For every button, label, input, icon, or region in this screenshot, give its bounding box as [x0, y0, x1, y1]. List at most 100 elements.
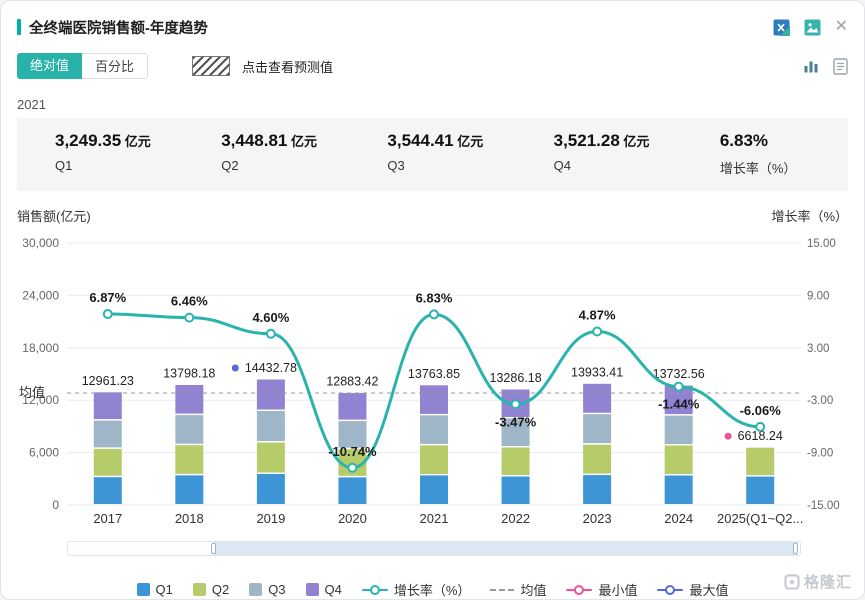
trend-chart-svg[interactable]: 0 -15.00 6,000 -9.00 12,000 -3.00 18,000 3.00 24… [17, 229, 848, 531]
bar-segment-q3[interactable] [256, 411, 285, 441]
growth-point[interactable] [510, 399, 521, 410]
stat-item: 3,448.81 亿元 Q2 [183, 131, 349, 177]
bar-segment-q3[interactable] [420, 415, 448, 444]
bar-segment-q1[interactable] [175, 475, 204, 504]
x-axis-label[interactable]: 2025(Q1~Q2... [717, 511, 803, 526]
x-axis-label[interactable]: 2017 [93, 511, 122, 526]
legend-swatch-q2 [192, 583, 206, 596]
bar-segment-q3[interactable] [583, 414, 612, 444]
period-label: 2021 [17, 97, 46, 112]
stat-item: 3,544.41 亿元 Q3 [349, 131, 515, 177]
bar-segment-q1[interactable] [93, 477, 122, 504]
zoom-handle-right[interactable] [793, 543, 798, 554]
export-image-icon[interactable] [804, 19, 821, 36]
x-axis-label[interactable]: 2019 [256, 511, 285, 526]
bar-segment-q2[interactable] [501, 447, 530, 476]
bar-segment-q1[interactable] [338, 477, 367, 504]
growth-point[interactable] [429, 309, 439, 320]
legend-item-growth-rate[interactable]: 增长率（%） [361, 580, 470, 599]
legend-item-q4[interactable]: Q4 [305, 582, 342, 597]
right-axis-tick: 3.00 [807, 343, 829, 355]
bar-segment-q1[interactable] [746, 476, 775, 504]
trend-chart[interactable]: 0 -15.00 6,000 -9.00 12,000 -3.00 18,000 3.00 24… [17, 229, 848, 531]
left-axis-tick: 0 [52, 498, 59, 512]
bar-segment-q4[interactable] [420, 385, 448, 414]
bar-total-label: 12961.23 [82, 374, 134, 388]
bar-segment-q1[interactable] [583, 475, 612, 504]
growth-label: 6.83% [416, 290, 453, 305]
bar-segment-q2[interactable] [420, 445, 448, 474]
bar-segment-q2[interactable] [93, 448, 122, 476]
x-axis-label[interactable]: 2023 [583, 511, 612, 526]
bar-segment-q3[interactable] [664, 415, 693, 445]
bar-segment-q3[interactable] [93, 420, 122, 448]
legend-item-min[interactable]: 最小值 [566, 580, 637, 599]
column-chart-icon[interactable] [803, 58, 819, 74]
growth-point[interactable] [347, 462, 358, 473]
growth-point[interactable] [265, 328, 276, 339]
growth-point[interactable] [755, 421, 766, 432]
zoom-selection[interactable] [214, 542, 797, 555]
legend-item-mean[interactable]: 均值 [490, 580, 546, 599]
growth-label: -6.06% [740, 403, 782, 418]
bar-total-label: 13798.18 [163, 367, 215, 381]
legend-item-max[interactable]: 最大值 [657, 580, 728, 599]
left-axis-tick: 6,000 [29, 446, 59, 460]
bar-segment-q3[interactable] [338, 421, 367, 448]
report-doc-icon[interactable] [833, 57, 848, 75]
header-icons: ✕ [773, 19, 848, 36]
close-icon[interactable]: ✕ [834, 18, 848, 35]
bar-segment-q3[interactable] [175, 415, 204, 444]
bar-segment-q2[interactable] [583, 444, 612, 474]
bar-total-label: 13732.56 [653, 367, 705, 381]
legend-item-q1[interactable]: Q1 [136, 582, 173, 597]
x-axis-label[interactable]: 2024 [664, 511, 693, 526]
right-axis-tick: -15.00 [807, 500, 840, 512]
stat-value: 3,544.41 [387, 131, 454, 150]
left-axis-tick: 18,000 [22, 341, 59, 355]
legend-swatch-q1 [136, 583, 150, 596]
export-excel-icon[interactable] [773, 19, 790, 36]
x-axis-label[interactable]: 2018 [175, 511, 204, 526]
toolbar: 绝对值 百分比 点击查看预测值 [17, 53, 848, 79]
bar-segment-q1[interactable] [256, 474, 285, 504]
stat-label: Q1 [55, 158, 73, 173]
legend-swatch-q3 [249, 583, 263, 596]
bar-segment-q4[interactable] [583, 383, 612, 413]
legend-label-q2: Q2 [211, 582, 230, 597]
bar-segment-q1[interactable] [501, 476, 530, 505]
legend-item-q3[interactable]: Q3 [249, 582, 286, 597]
bar-segment-q4[interactable] [338, 393, 367, 420]
stat-unit: 亿元 [121, 134, 151, 149]
right-axis-tick: -3.00 [807, 395, 833, 407]
bar-segment-q2[interactable] [746, 447, 775, 476]
bar-segment-q1[interactable] [664, 475, 693, 505]
stat-item: 3,249.35 亿元 Q1 [17, 131, 183, 177]
x-axis-label[interactable]: 2022 [501, 511, 530, 526]
growth-point[interactable] [184, 312, 195, 323]
bar-segment-q3[interactable] [501, 418, 530, 447]
stat-value: 3,448.81 [221, 131, 288, 150]
bar-segment-q2[interactable] [256, 442, 285, 473]
growth-label: 4.87% [579, 308, 616, 323]
bar-segment-q4[interactable] [256, 379, 285, 410]
absolute-value-button[interactable]: 绝对值 [17, 53, 83, 79]
bar-segment-q2[interactable] [175, 445, 204, 474]
bar-segment-q1[interactable] [420, 475, 448, 504]
bar-segment-q2[interactable] [664, 445, 693, 475]
growth-point[interactable] [673, 381, 684, 392]
growth-point[interactable] [102, 309, 113, 319]
data-zoom-slider[interactable] [67, 541, 801, 556]
x-axis-label[interactable]: 2020 [338, 511, 367, 526]
x-axis-label[interactable]: 2021 [420, 511, 449, 526]
growth-point[interactable] [592, 326, 603, 337]
legend-swatch-max [657, 584, 684, 595]
forecast-hatch-swatch[interactable] [192, 56, 231, 76]
legend-item-q2[interactable]: Q2 [192, 582, 230, 597]
bar-segment-q4[interactable] [175, 385, 204, 414]
panel-header: 全终端医院销售额-年度趋势 ✕ [17, 17, 848, 37]
zoom-handle-left[interactable] [211, 543, 217, 554]
stat-value: 3,249.35 [55, 131, 122, 150]
percent-button[interactable]: 百分比 [82, 53, 149, 79]
bar-segment-q4[interactable] [93, 392, 122, 420]
